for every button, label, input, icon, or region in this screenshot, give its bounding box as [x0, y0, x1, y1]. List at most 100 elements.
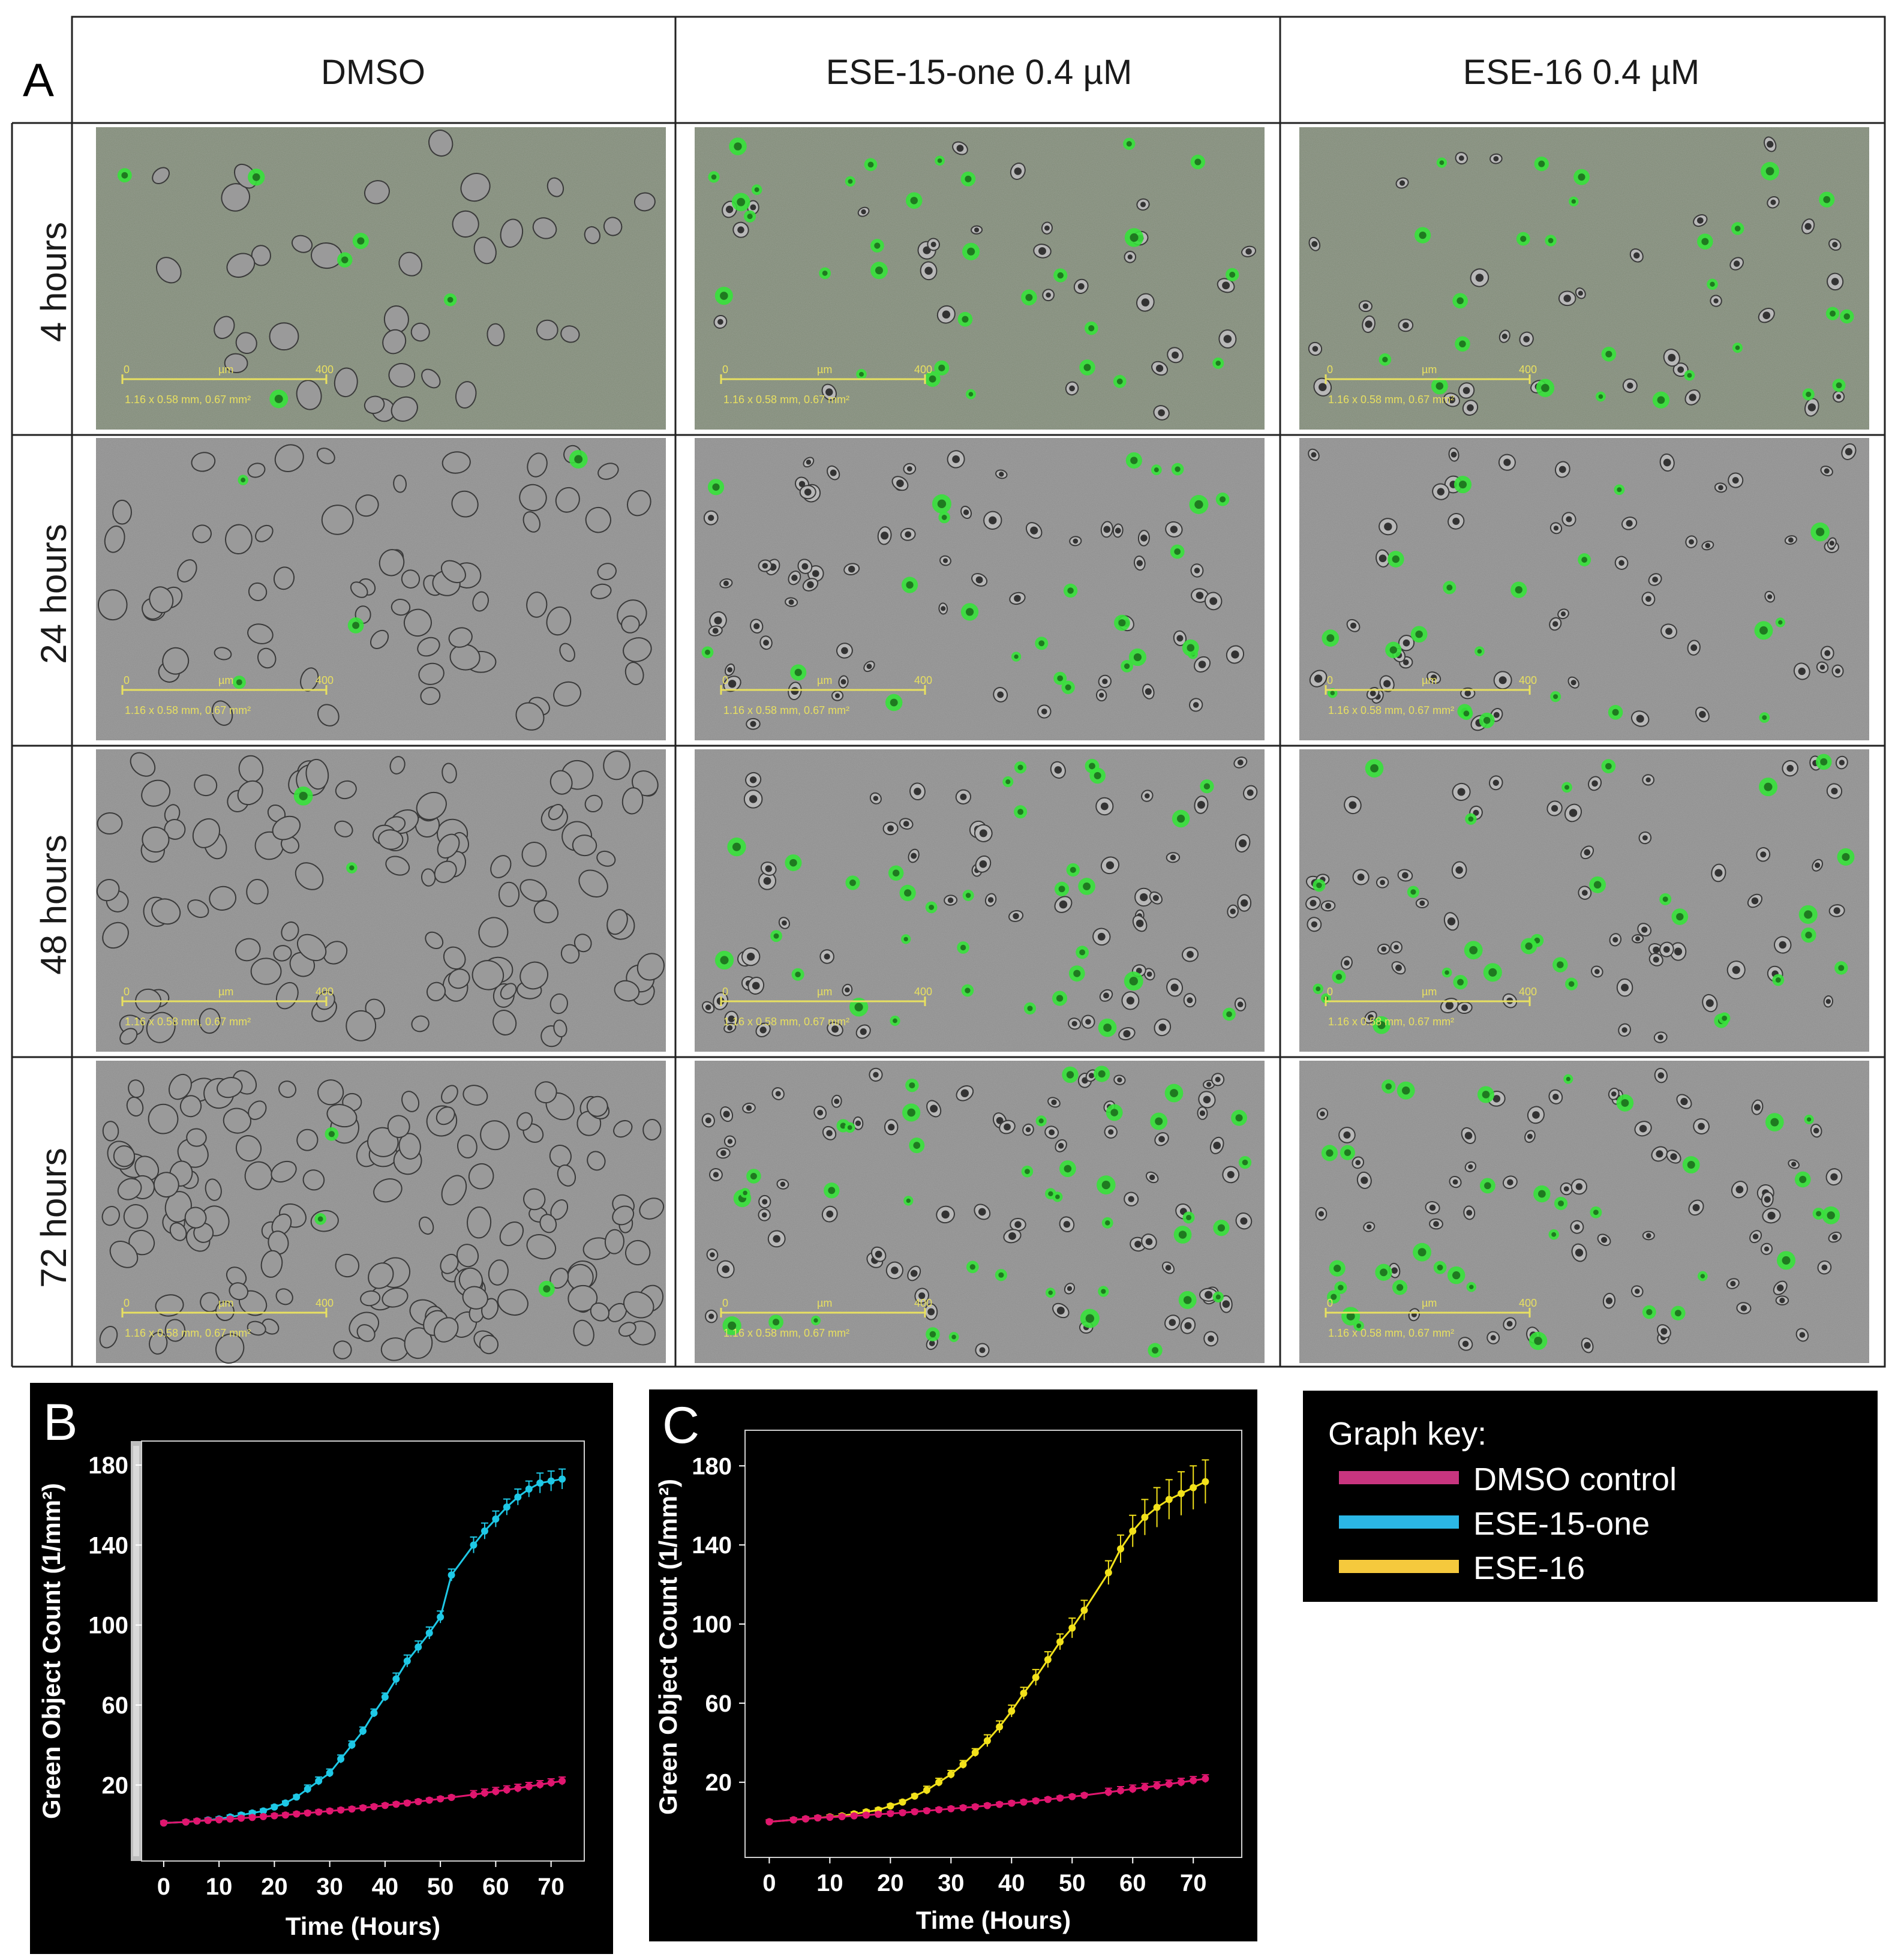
chart-b-x-axis-title: Time (Hours) — [286, 1912, 440, 1940]
chart-b-background — [30, 1383, 613, 1954]
y-tick-label: 20 — [102, 1772, 129, 1799]
data-point — [947, 1770, 955, 1778]
cell-cluster — [96, 751, 665, 1047]
data-point — [1190, 1484, 1197, 1491]
scale-bar-end: 400 — [1519, 364, 1537, 376]
scale-bar-unit: µm — [817, 1297, 832, 1309]
data-point — [947, 1805, 955, 1812]
legend-label-ese16: ESE-16 — [1473, 1550, 1585, 1586]
data-point — [215, 1816, 223, 1824]
y-tick-label: 140 — [88, 1532, 128, 1559]
scale-bar-start: 0 — [124, 1297, 130, 1309]
scale-bar-end: 400 — [316, 364, 334, 376]
panel-a: A DMSO ESE-15-one 0.4 µM ESE-16 0.4 µM 4… — [11, 16, 1886, 1368]
x-tick-label: 10 — [206, 1874, 233, 1900]
data-point — [337, 1806, 345, 1814]
data-point — [315, 1808, 323, 1816]
chart-b-scrollbar-thumb[interactable] — [133, 1446, 139, 1856]
data-point — [875, 1811, 882, 1818]
scale-bar-start: 0 — [722, 986, 728, 998]
scale-bar: 0 µm 400 1.16 x 0.58 mm, 0.67 mm² — [720, 986, 932, 1028]
scale-bar-end: 400 — [1519, 986, 1537, 998]
data-point — [238, 1814, 245, 1822]
graph-key: Graph key: DMSO control ESE-15-one ESE-1… — [1303, 1391, 1878, 1602]
scale-bar-caption: 1.16 x 0.58 mm, 0.67 mm² — [1328, 394, 1454, 406]
data-point — [480, 1527, 488, 1535]
scale-bar-unit: µm — [1422, 674, 1437, 686]
scale-bar-unit: µm — [817, 674, 832, 686]
scale-bar-caption: 1.16 x 0.58 mm, 0.67 mm² — [723, 1016, 849, 1028]
data-point — [415, 1798, 422, 1805]
data-point — [1032, 1674, 1040, 1682]
scale-bar-end: 400 — [1519, 674, 1537, 686]
data-point — [1008, 1799, 1016, 1807]
data-point — [337, 1755, 345, 1763]
series-dmso-control — [160, 1776, 566, 1827]
row-header-48h: 48 hours — [34, 835, 74, 975]
x-tick-label: 40 — [372, 1874, 399, 1900]
y-tick-label: 60 — [102, 1692, 129, 1719]
micrograph-ese16-72h: 0 µm 400 1.16 x 0.58 mm, 0.67 mm² — [1299, 1061, 1869, 1363]
data-point — [204, 1817, 212, 1824]
x-tick-label: 40 — [998, 1870, 1025, 1896]
table-grid — [11, 16, 1886, 1368]
chart-b-letter: B — [43, 1394, 77, 1451]
x-tick-label: 50 — [1059, 1870, 1086, 1896]
x-axis: 0 10 20 30 40 50 60 70 — [762, 1857, 1206, 1896]
scale-bar-start: 0 — [1327, 674, 1333, 686]
scale-bar-caption: 1.16 x 0.58 mm, 0.67 mm² — [1328, 1016, 1454, 1028]
data-point — [1117, 1545, 1125, 1553]
chart-c-plot: 0 10 20 30 40 50 60 70 20 60 100 140 180 — [692, 1453, 1209, 1896]
scale-bar-start: 0 — [722, 1297, 728, 1309]
data-point — [1104, 1569, 1112, 1577]
data-point — [1141, 1784, 1149, 1791]
micrograph-ese16-48h: 0 µm 400 1.16 x 0.58 mm, 0.67 mm² — [1299, 749, 1869, 1052]
data-point — [923, 1786, 930, 1794]
data-point — [1165, 1496, 1173, 1503]
data-point — [370, 1803, 378, 1811]
data-point — [304, 1809, 311, 1817]
scale-bar: 0 µm 400 1.16 x 0.58 mm, 0.67 mm² — [1325, 364, 1537, 406]
cell-cluster — [701, 757, 1258, 1041]
data-point — [765, 1818, 773, 1826]
data-point — [425, 1629, 433, 1637]
data-point — [359, 1727, 367, 1735]
panel-a-letter: A — [23, 53, 54, 106]
scale-bar-caption: 1.16 x 0.58 mm, 0.67 mm² — [1328, 704, 1454, 716]
data-point — [983, 1737, 991, 1745]
scale-bar-unit: µm — [817, 986, 832, 998]
scale-bar-unit: µm — [218, 1297, 233, 1309]
cell-cluster — [701, 450, 1245, 730]
scale-bar: 0 µm 400 1.16 x 0.58 mm, 0.67 mm² — [121, 1297, 334, 1339]
y-tick-label: 140 — [692, 1532, 732, 1559]
data-point — [1202, 1775, 1209, 1782]
scale-bar-end: 400 — [914, 364, 932, 376]
data-point — [281, 1799, 289, 1807]
data-point — [415, 1643, 422, 1651]
graph-key-title: Graph key: — [1328, 1416, 1486, 1452]
x-tick-label: 30 — [938, 1870, 965, 1896]
x-tick-label: 30 — [316, 1874, 343, 1900]
data-point — [403, 1799, 411, 1807]
data-point — [1190, 1776, 1197, 1784]
data-point — [1056, 1794, 1064, 1802]
chart-c: C 0 10 20 30 40 50 60 70 20 60 100 140 180 Time (Hou… — [649, 1389, 1257, 1941]
chart-c-letter: C — [662, 1397, 699, 1454]
data-point — [326, 1807, 334, 1815]
scale-bar-unit: µm — [218, 674, 233, 686]
data-point — [248, 1814, 256, 1821]
data-point — [1165, 1780, 1173, 1788]
chart-b: B 0 10 20 30 40 50 60 70 20 60 100 140 180 Time (Hou… — [30, 1383, 613, 1954]
data-point — [971, 1803, 979, 1811]
data-point — [392, 1675, 400, 1683]
chart-c-background — [649, 1389, 1257, 1941]
scale-bar-start: 0 — [1327, 1297, 1333, 1309]
data-point — [801, 1815, 809, 1823]
data-point — [862, 1811, 870, 1819]
scale-bar-caption: 1.16 x 0.58 mm, 0.67 mm² — [125, 704, 251, 716]
data-point — [935, 1778, 943, 1786]
scale-bar-end: 400 — [914, 986, 932, 998]
cell-cluster — [1308, 136, 1854, 417]
column-header-dmso: DMSO — [321, 53, 425, 92]
cell-cluster — [117, 130, 656, 422]
